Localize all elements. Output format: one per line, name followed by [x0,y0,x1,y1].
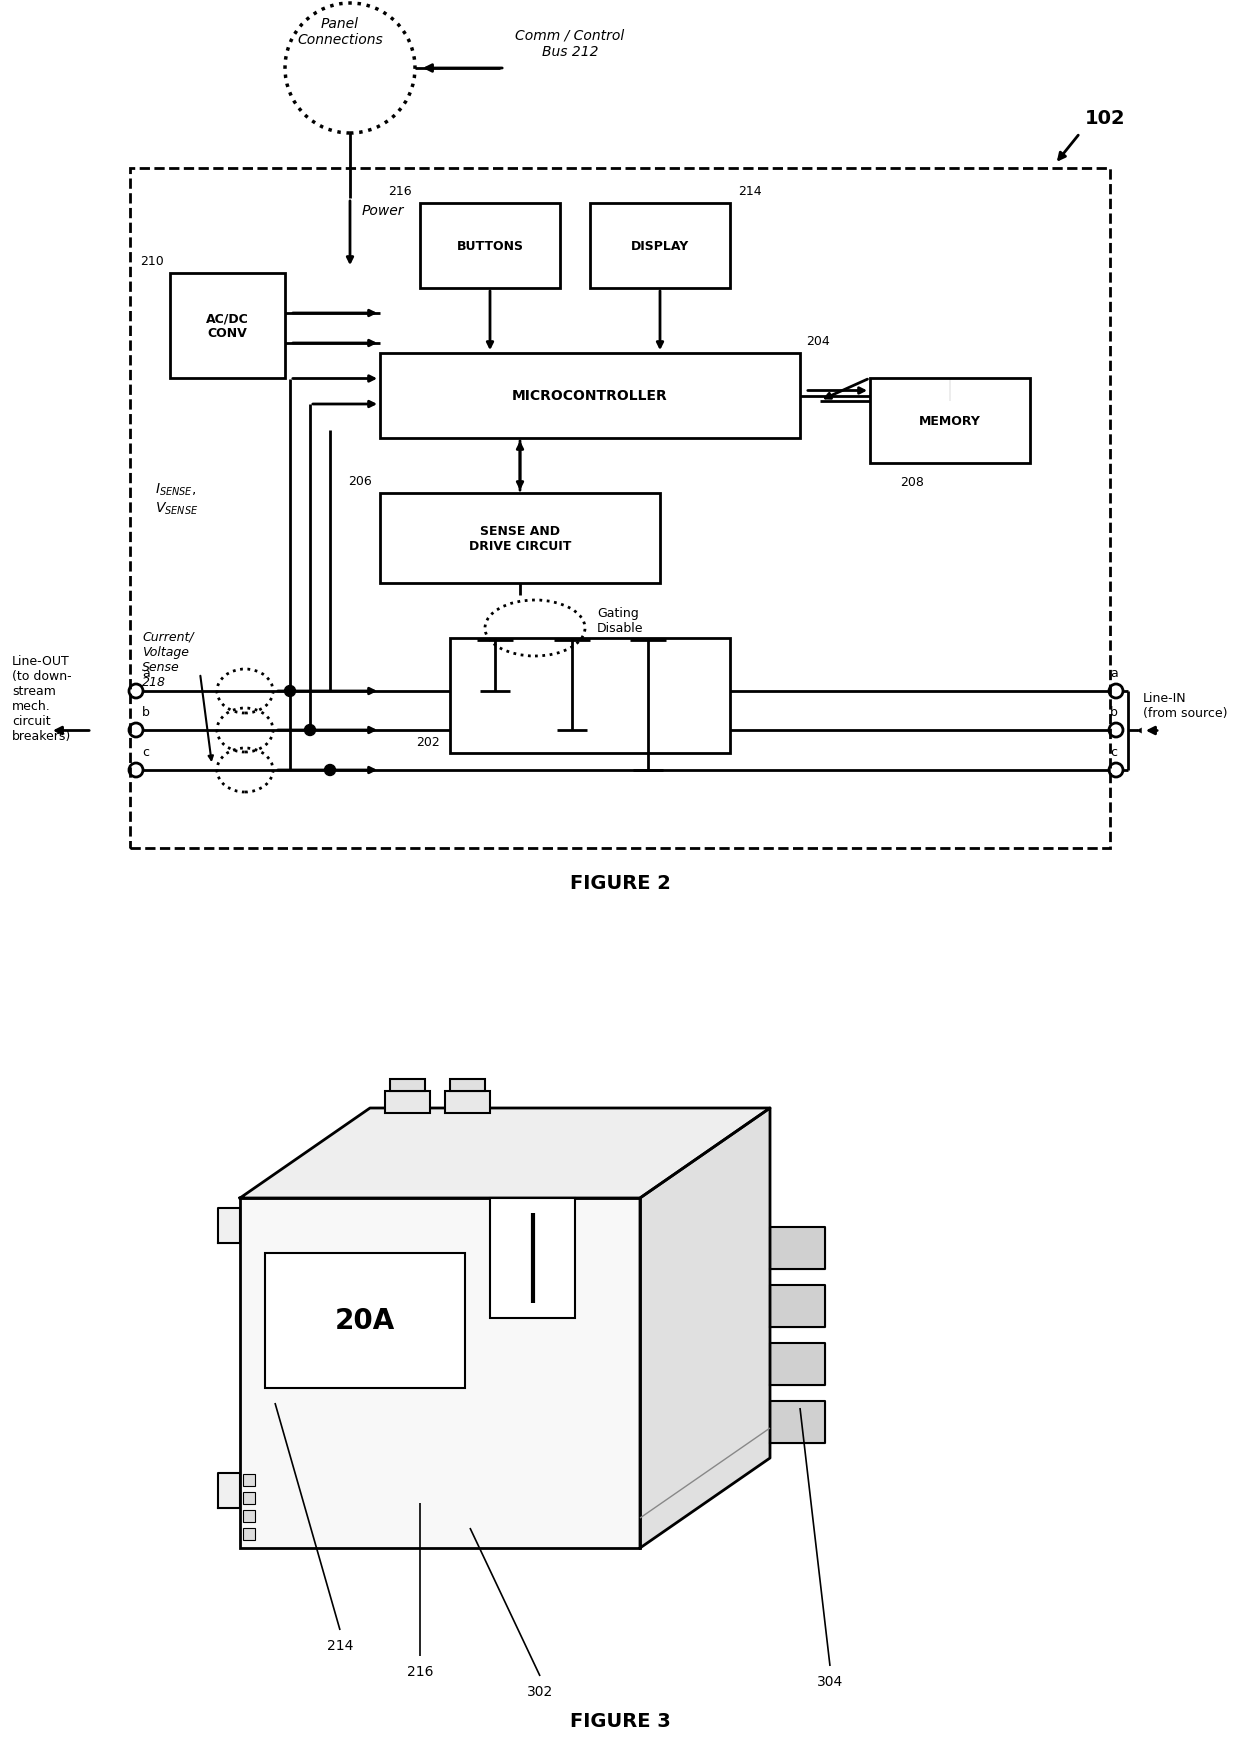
Text: Power: Power [362,205,404,218]
Text: 204: 204 [806,336,830,348]
Text: FIGURE 3: FIGURE 3 [569,1711,671,1731]
Bar [490,1199,575,1318]
Text: 214: 214 [738,185,761,198]
Text: Comm / Control
Bus 212: Comm / Control Bus 212 [516,30,625,59]
Text: 20A: 20A [335,1308,396,1335]
Text: 102: 102 [1085,110,1126,128]
Text: Line-IN
(from source): Line-IN (from source) [1143,692,1228,720]
Polygon shape [218,1474,241,1509]
Text: 214: 214 [327,1638,353,1652]
Polygon shape [640,1108,770,1549]
Text: Line-OUT
(to down-
stream
mech.
circuit
breakers): Line-OUT (to down- stream mech. circuit … [12,654,72,743]
Text: MICROCONTROLLER: MICROCONTROLLER [512,390,668,404]
Bar [450,1079,485,1091]
Text: SENSE AND
DRIVE CIRCUIT: SENSE AND DRIVE CIRCUIT [469,524,572,552]
Polygon shape [241,1108,770,1199]
Text: a: a [1110,666,1117,680]
Text: 302: 302 [527,1683,553,1697]
Text: $I_{SENSE}$,
$V_{SENSE}$: $I_{SENSE}$, $V_{SENSE}$ [155,481,198,516]
Text: Panel
Connections: Panel Connections [298,17,383,47]
Bar [379,493,660,584]
Bar [265,1253,465,1388]
Text: b: b [1110,706,1118,718]
Text: Gating
Disable: Gating Disable [596,607,644,635]
Polygon shape [770,1402,825,1444]
Bar [243,1493,255,1503]
Bar [391,1079,425,1091]
Bar [450,638,730,753]
Polygon shape [218,1208,241,1243]
Bar [243,1510,255,1523]
Circle shape [305,725,315,736]
Bar [243,1528,255,1540]
Circle shape [325,766,336,776]
Text: Current/
Voltage
Sense
218: Current/ Voltage Sense 218 [143,631,193,689]
Polygon shape [770,1342,825,1384]
Bar [420,205,560,288]
Text: 304: 304 [817,1675,843,1689]
Text: MEMORY: MEMORY [919,414,981,428]
Text: 216: 216 [388,185,412,198]
Text: 216: 216 [407,1664,433,1678]
Text: c: c [1110,746,1117,759]
Bar [130,170,1110,848]
Text: b: b [143,706,150,718]
Polygon shape [770,1227,825,1269]
Text: 206: 206 [348,475,372,488]
Text: c: c [143,746,149,759]
Bar [870,379,1030,463]
Bar [170,274,285,379]
Text: 202: 202 [417,736,440,748]
Text: AC/DC
CONV: AC/DC CONV [206,313,249,341]
Text: a: a [143,666,150,680]
Text: BUTTONS: BUTTONS [456,239,523,253]
Bar [243,1474,255,1486]
Bar [241,1199,640,1549]
Polygon shape [770,1285,825,1327]
Bar [590,205,730,288]
Text: FIGURE 2: FIGURE 2 [569,874,671,893]
Circle shape [284,687,295,697]
Text: 210: 210 [140,255,164,267]
Bar [445,1091,490,1113]
Text: 208: 208 [900,475,924,489]
Bar [379,353,800,439]
Text: DISPLAY: DISPLAY [631,239,689,253]
Bar [384,1091,430,1113]
